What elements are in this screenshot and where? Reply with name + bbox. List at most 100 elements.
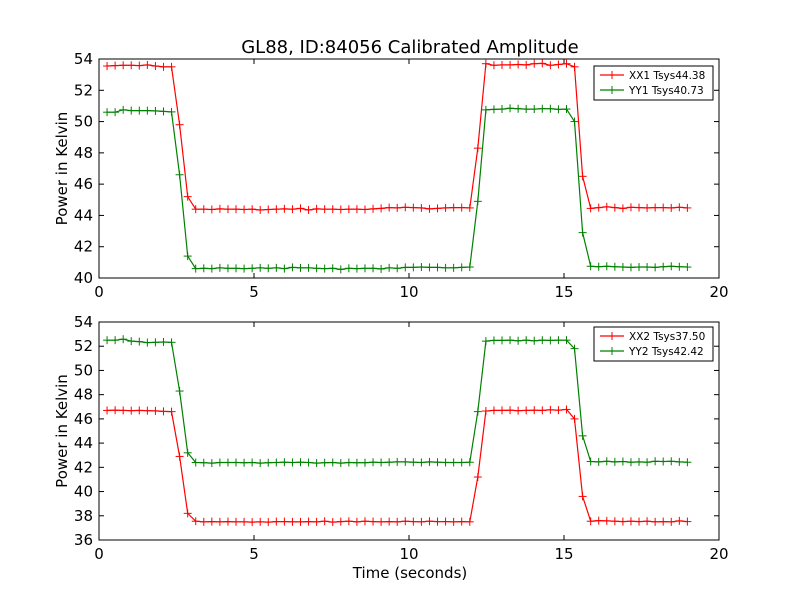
data-point — [256, 517, 265, 526]
legend-label: YY1 Tsys40.73 — [628, 85, 704, 97]
data-point — [449, 263, 458, 272]
data-point — [304, 517, 313, 526]
data-point — [659, 457, 668, 466]
data-point — [143, 406, 152, 415]
data-point — [417, 263, 426, 272]
data-point — [272, 517, 281, 526]
data-point — [554, 60, 563, 69]
data-point — [635, 203, 644, 212]
data-point — [457, 263, 466, 272]
data-point — [151, 338, 160, 347]
data-point — [602, 262, 611, 271]
data-point — [594, 516, 603, 525]
y-tick-label: 38 — [74, 507, 93, 525]
data-point — [618, 457, 627, 466]
data-point — [264, 205, 273, 214]
data-point — [594, 457, 603, 466]
data-point — [151, 106, 160, 115]
data-point — [119, 61, 128, 70]
data-point — [683, 203, 692, 212]
data-point — [215, 517, 224, 526]
chart-title: GL88, ID:84056 Calibrated Amplitude — [241, 37, 579, 58]
data-point — [683, 458, 692, 467]
data-point — [457, 517, 466, 526]
data-point — [336, 265, 345, 274]
data-point — [578, 228, 587, 237]
data-point — [215, 204, 224, 213]
data-point — [393, 264, 402, 273]
data-point — [473, 473, 482, 482]
data-point — [489, 61, 498, 70]
data-point — [111, 61, 120, 70]
data-point — [360, 517, 369, 526]
data-point — [240, 517, 249, 526]
data-point — [183, 509, 192, 518]
data-point — [312, 517, 321, 526]
data-point — [433, 517, 442, 526]
y-tick-label: 46 — [74, 175, 93, 193]
data-point — [449, 458, 458, 467]
data-point — [618, 517, 627, 526]
legend-label: YY2 Tsys42.42 — [628, 346, 704, 358]
data-point — [167, 107, 176, 116]
top-plot-panel: 0 5 10 15 20 40 42 44 46 48 50 52 54 Power in Kelvin X… — [53, 50, 729, 301]
data-point — [481, 105, 490, 114]
data-point — [498, 406, 506, 415]
data-point — [336, 517, 345, 526]
data-point — [127, 406, 136, 415]
data-point — [546, 405, 555, 414]
data-point — [401, 203, 410, 212]
x-tick-label: 10 — [399, 545, 418, 563]
data-point — [635, 457, 644, 466]
data-point — [449, 517, 458, 526]
data-point — [312, 204, 321, 213]
data-point — [465, 458, 474, 467]
data-point — [207, 459, 216, 468]
data-point — [191, 458, 200, 467]
data-point — [465, 517, 474, 526]
y-tick-label: 50 — [74, 113, 93, 131]
data-point — [135, 406, 144, 415]
data-point — [546, 61, 555, 70]
data-point — [441, 263, 450, 272]
data-point — [167, 407, 176, 416]
data-point — [111, 108, 120, 117]
data-point — [256, 459, 265, 468]
data-point — [514, 406, 523, 415]
x-tick-label: 15 — [554, 545, 573, 563]
data-point — [409, 517, 418, 526]
data-point — [659, 203, 668, 212]
data-point — [393, 203, 402, 212]
data-point — [232, 264, 241, 273]
data-point — [288, 205, 297, 214]
legend-item: YY1 Tsys40.73 — [600, 85, 704, 97]
data-point — [296, 517, 305, 526]
data-point — [336, 459, 345, 468]
data-point — [594, 262, 603, 271]
data-point — [199, 458, 208, 467]
data-point — [570, 62, 579, 71]
data-point — [215, 458, 224, 467]
data-point — [473, 144, 482, 153]
data-point — [441, 458, 450, 467]
data-point — [248, 205, 257, 214]
data-point — [360, 205, 369, 214]
y-tick-label: 46 — [74, 410, 93, 428]
data-point — [409, 458, 418, 467]
data-point — [522, 60, 531, 69]
data-point — [159, 107, 168, 116]
data-point — [304, 263, 313, 272]
data-point — [417, 458, 426, 467]
data-point — [240, 264, 249, 273]
data-point — [135, 337, 144, 346]
data-point — [223, 264, 232, 273]
data-point — [280, 204, 289, 213]
x-tick-label: 5 — [249, 283, 259, 301]
data-point — [530, 105, 539, 114]
data-point — [143, 60, 152, 69]
data-point — [417, 203, 426, 212]
y-axis-label: Power in Kelvin — [53, 374, 71, 488]
data-point — [183, 192, 192, 201]
data-point — [215, 263, 224, 272]
legend: XX1 Tsys44.38 YY1 Tsys40.73 — [593, 65, 714, 101]
